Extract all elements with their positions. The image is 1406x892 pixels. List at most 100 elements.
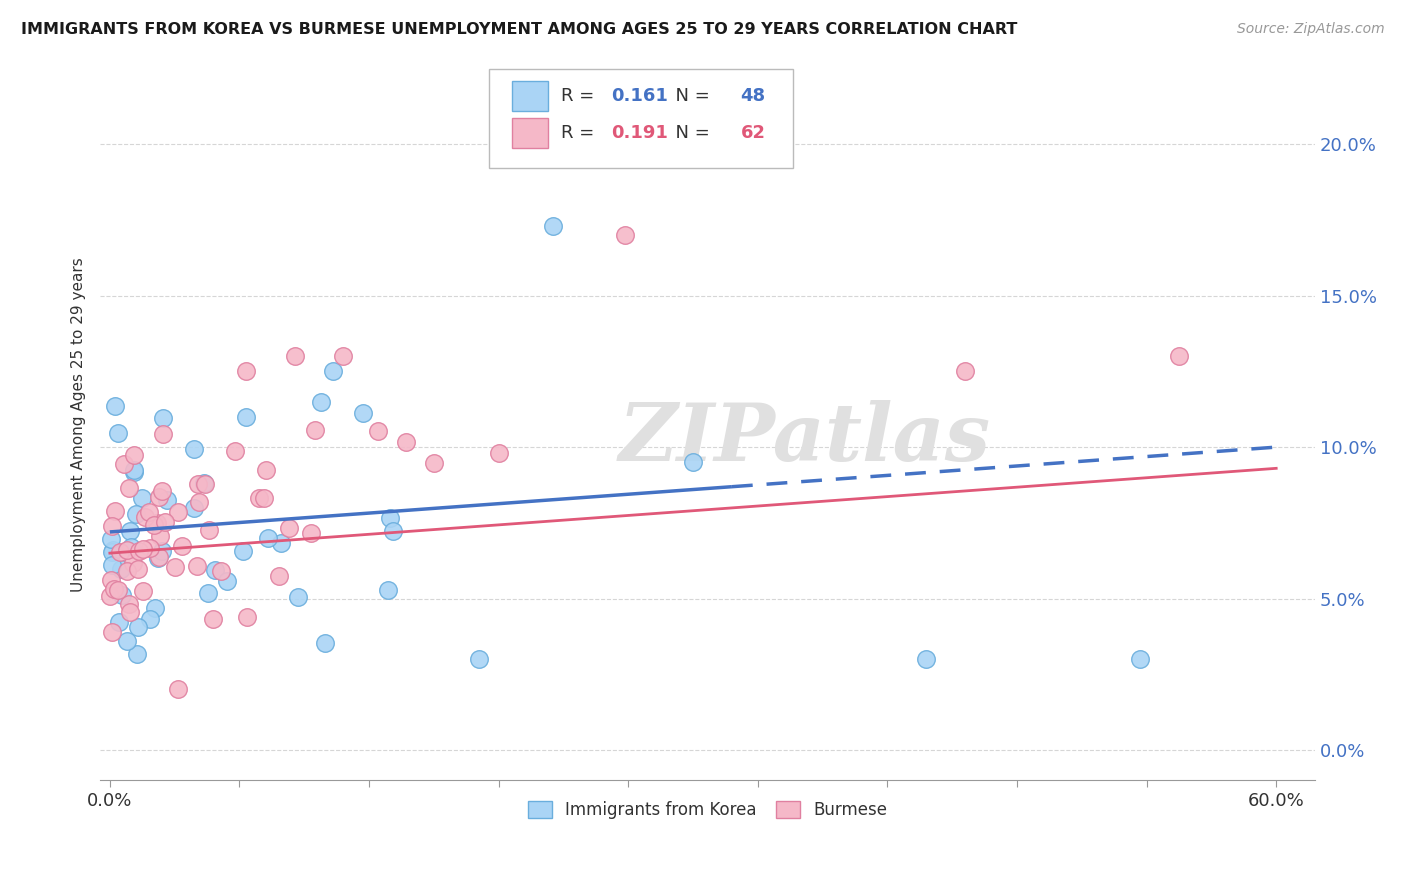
- Point: [148, 550, 170, 565]
- Point: [1168, 349, 1191, 363]
- Point: [121, 557, 143, 571]
- Point: [110, 562, 132, 576]
- Point: [118, 597, 141, 611]
- Point: [267, 568, 290, 582]
- Point: [287, 590, 309, 604]
- Point: [254, 463, 277, 477]
- Point: [101, 543, 124, 558]
- Point: [132, 584, 155, 599]
- Point: [153, 515, 176, 529]
- Point: [381, 524, 404, 539]
- Point: [283, 349, 305, 363]
- Point: [101, 558, 124, 572]
- Point: [152, 411, 174, 425]
- Point: [101, 519, 124, 533]
- Point: [145, 516, 167, 530]
- Point: [423, 456, 446, 470]
- FancyBboxPatch shape: [512, 118, 548, 147]
- Point: [98, 589, 121, 603]
- Point: [132, 541, 155, 556]
- Point: [270, 536, 292, 550]
- Point: [118, 481, 141, 495]
- Point: [197, 586, 219, 600]
- Point: [253, 491, 276, 506]
- Point: [235, 409, 257, 424]
- Point: [104, 400, 127, 414]
- Point: [232, 544, 254, 558]
- Point: [322, 364, 344, 378]
- Point: [100, 574, 122, 588]
- Point: [139, 541, 162, 555]
- Point: [148, 490, 170, 504]
- Point: [194, 477, 217, 491]
- Point: [149, 529, 172, 543]
- Point: [115, 565, 138, 579]
- Point: [304, 423, 326, 437]
- Point: [122, 465, 145, 479]
- Point: [163, 560, 186, 574]
- Point: [122, 463, 145, 477]
- Text: IMMIGRANTS FROM KOREA VS BURMESE UNEMPLOYMENT AMONG AGES 25 TO 29 YEARS CORRELAT: IMMIGRANTS FROM KOREA VS BURMESE UNEMPLO…: [21, 22, 1018, 37]
- Point: [143, 517, 166, 532]
- Point: [131, 491, 153, 505]
- Point: [953, 364, 976, 378]
- Point: [127, 620, 149, 634]
- Point: [111, 588, 134, 602]
- Point: [278, 521, 301, 535]
- Point: [377, 583, 399, 598]
- Point: [118, 606, 141, 620]
- Point: [150, 544, 173, 558]
- Point: [125, 507, 148, 521]
- Point: [107, 425, 129, 440]
- Point: [115, 542, 138, 557]
- Legend: Immigrants from Korea, Burmese: Immigrants from Korea, Burmese: [522, 794, 894, 825]
- Point: [101, 544, 124, 558]
- Point: [104, 504, 127, 518]
- Point: [380, 511, 402, 525]
- Text: R =: R =: [561, 87, 599, 104]
- Point: [682, 455, 704, 469]
- Point: [150, 483, 173, 498]
- Point: [127, 562, 149, 576]
- Point: [156, 492, 179, 507]
- Point: [100, 532, 122, 546]
- Point: [488, 446, 510, 460]
- Text: N =: N =: [664, 124, 716, 142]
- Point: [103, 582, 125, 596]
- Point: [204, 563, 226, 577]
- Point: [125, 647, 148, 661]
- Point: [311, 395, 333, 409]
- Point: [183, 442, 205, 457]
- Point: [257, 531, 280, 545]
- Point: [236, 610, 259, 624]
- Y-axis label: Unemployment Among Ages 25 to 29 years: Unemployment Among Ages 25 to 29 years: [72, 257, 86, 591]
- Point: [108, 615, 131, 629]
- Point: [187, 476, 209, 491]
- Point: [235, 364, 257, 378]
- Point: [247, 491, 270, 505]
- Text: 0.191: 0.191: [612, 124, 668, 142]
- Point: [138, 612, 160, 626]
- Text: 0.161: 0.161: [612, 87, 668, 104]
- Point: [166, 505, 188, 519]
- Point: [332, 349, 354, 363]
- Point: [915, 652, 938, 666]
- Point: [299, 525, 322, 540]
- Point: [148, 549, 170, 564]
- Point: [115, 634, 138, 648]
- Point: [100, 625, 122, 640]
- Point: [186, 559, 208, 574]
- Text: 48: 48: [741, 87, 765, 104]
- Point: [170, 539, 193, 553]
- FancyBboxPatch shape: [489, 69, 793, 169]
- Point: [215, 574, 238, 588]
- Point: [152, 426, 174, 441]
- Point: [201, 612, 224, 626]
- Point: [614, 228, 637, 243]
- Point: [108, 545, 131, 559]
- FancyBboxPatch shape: [512, 80, 548, 111]
- Point: [367, 425, 389, 439]
- Point: [187, 495, 209, 509]
- Point: [395, 435, 418, 450]
- Point: [193, 476, 215, 491]
